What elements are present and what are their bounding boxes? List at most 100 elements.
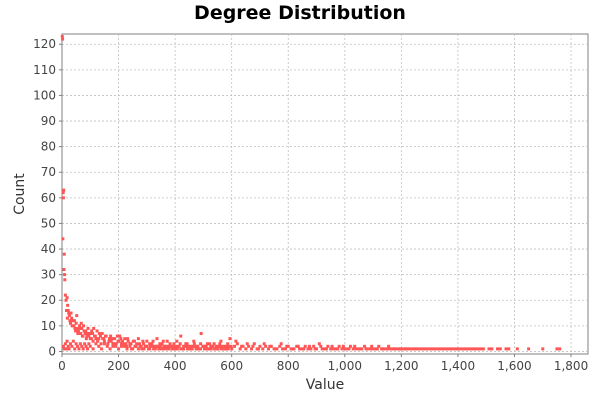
data-point bbox=[66, 344, 70, 348]
data-point bbox=[78, 326, 82, 330]
data-point bbox=[173, 347, 177, 351]
data-point bbox=[87, 334, 91, 338]
data-point bbox=[207, 347, 211, 351]
data-point bbox=[296, 344, 300, 348]
data-point bbox=[100, 347, 104, 351]
data-point bbox=[381, 347, 385, 351]
data-point bbox=[124, 342, 128, 346]
data-point bbox=[160, 342, 164, 346]
data-point bbox=[462, 347, 466, 351]
data-point bbox=[136, 347, 140, 351]
data-point bbox=[67, 311, 71, 315]
data-point bbox=[74, 342, 78, 346]
data-point bbox=[77, 347, 81, 351]
data-point bbox=[84, 329, 88, 333]
data-point bbox=[230, 347, 234, 351]
data-point bbox=[258, 344, 262, 348]
data-point bbox=[82, 329, 86, 333]
data-point bbox=[81, 347, 85, 351]
data-point bbox=[158, 344, 162, 348]
data-point bbox=[353, 344, 357, 348]
data-point bbox=[62, 347, 66, 351]
data-point bbox=[61, 344, 65, 348]
data-point bbox=[158, 342, 162, 346]
data-point bbox=[370, 344, 374, 348]
data-point bbox=[79, 321, 83, 325]
data-point bbox=[65, 296, 69, 300]
data-point bbox=[558, 347, 562, 351]
data-point bbox=[91, 347, 95, 351]
data-point bbox=[64, 298, 68, 302]
data-point bbox=[209, 347, 213, 351]
data-point bbox=[84, 337, 88, 341]
data-point bbox=[218, 344, 222, 348]
data-point bbox=[97, 332, 101, 336]
data-point bbox=[144, 344, 148, 348]
data-point bbox=[76, 329, 80, 333]
data-point bbox=[68, 321, 72, 325]
data-point bbox=[422, 347, 426, 351]
data-point bbox=[102, 339, 106, 343]
data-point bbox=[555, 347, 559, 351]
data-point bbox=[337, 344, 341, 348]
data-point bbox=[85, 332, 89, 336]
data-point bbox=[80, 344, 84, 348]
data-point bbox=[375, 347, 379, 351]
data-point bbox=[94, 337, 98, 341]
data-point bbox=[193, 344, 197, 348]
data-point bbox=[162, 347, 166, 351]
data-point bbox=[67, 347, 71, 351]
data-point bbox=[102, 337, 106, 341]
data-point bbox=[80, 334, 84, 338]
data-point bbox=[261, 347, 265, 351]
data-point bbox=[95, 329, 99, 333]
data-point bbox=[447, 347, 451, 351]
data-point bbox=[219, 339, 223, 343]
data-point bbox=[329, 347, 333, 351]
x-tick-label: 800 bbox=[277, 359, 300, 373]
data-point bbox=[347, 347, 351, 351]
data-point bbox=[117, 347, 121, 351]
data-point bbox=[199, 347, 203, 351]
data-point bbox=[109, 339, 113, 343]
data-point bbox=[251, 344, 255, 348]
data-point bbox=[385, 347, 389, 351]
data-point bbox=[100, 332, 104, 336]
data-point bbox=[63, 278, 67, 282]
data-point bbox=[481, 347, 485, 351]
data-point bbox=[507, 347, 511, 351]
data-point bbox=[195, 344, 199, 348]
data-point bbox=[364, 347, 368, 351]
data-point bbox=[75, 326, 79, 330]
data-point bbox=[83, 332, 87, 336]
data-point bbox=[148, 344, 152, 348]
data-point bbox=[107, 339, 111, 343]
data-point bbox=[62, 188, 66, 192]
data-point bbox=[490, 347, 494, 351]
x-tick-label: 1,600 bbox=[497, 359, 531, 373]
data-point bbox=[70, 344, 74, 348]
data-point bbox=[174, 344, 178, 348]
data-point bbox=[179, 347, 183, 351]
data-point bbox=[105, 344, 109, 348]
data-point bbox=[388, 347, 392, 351]
data-point bbox=[165, 339, 169, 343]
data-point bbox=[235, 342, 239, 346]
data-point bbox=[398, 347, 402, 351]
data-point bbox=[298, 347, 302, 351]
data-point bbox=[244, 347, 248, 351]
data-point bbox=[109, 334, 113, 338]
data-point bbox=[348, 344, 352, 348]
data-point bbox=[121, 339, 125, 343]
data-point bbox=[76, 344, 80, 348]
data-point bbox=[97, 344, 101, 348]
data-point bbox=[129, 342, 133, 346]
data-point bbox=[157, 347, 161, 351]
data-point bbox=[341, 344, 345, 348]
data-point bbox=[118, 334, 122, 338]
x-tick-label: 1,200 bbox=[384, 359, 418, 373]
y-tick-label: 50 bbox=[41, 216, 56, 230]
data-point bbox=[182, 347, 186, 351]
data-point bbox=[319, 344, 323, 348]
data-point bbox=[445, 347, 449, 351]
